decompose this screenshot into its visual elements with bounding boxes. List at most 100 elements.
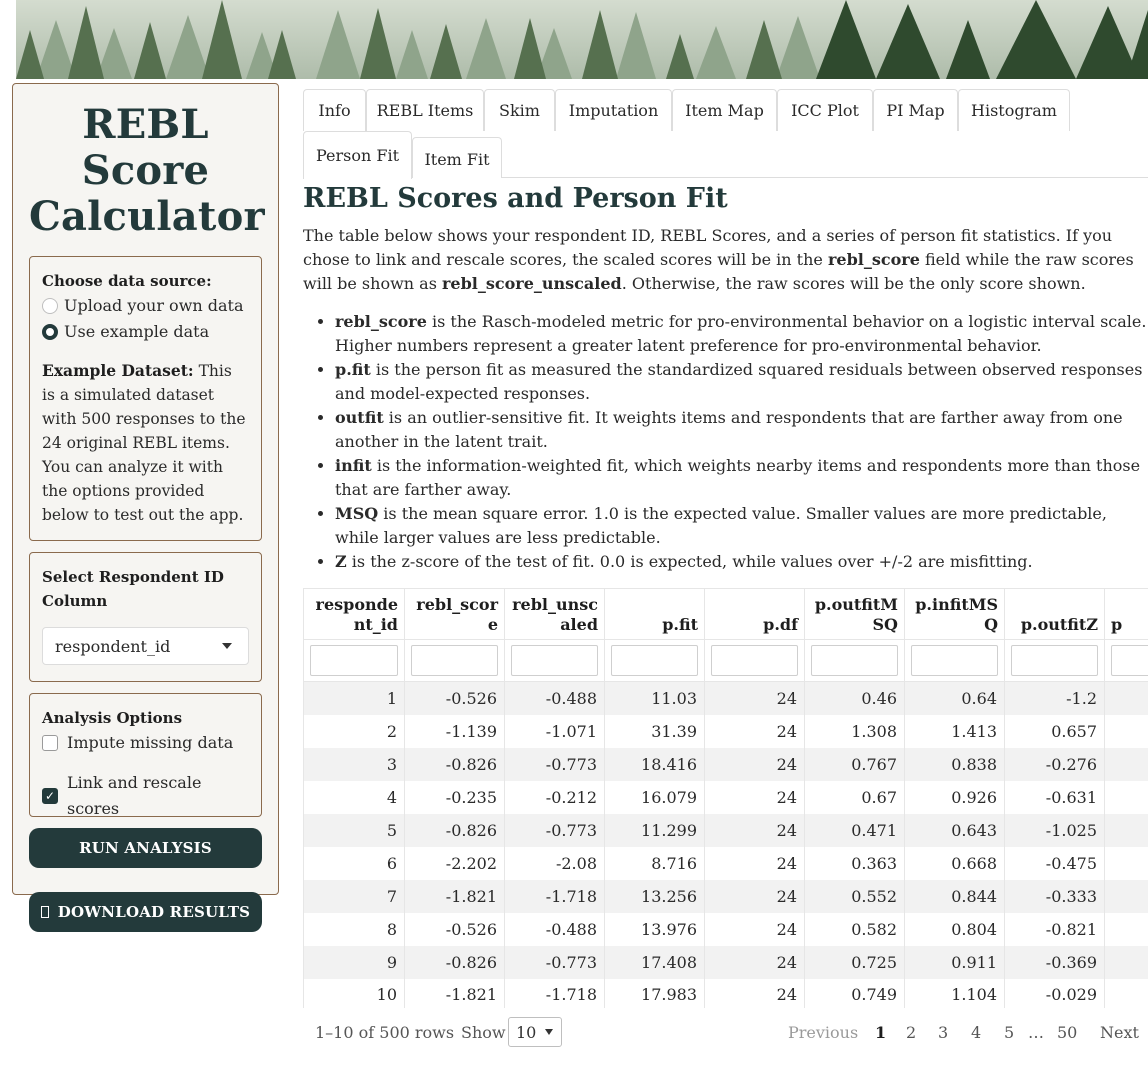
table-cell: 11.299 xyxy=(604,813,705,847)
page-button-2[interactable]: 2 xyxy=(906,1023,917,1042)
table-cell: 24 xyxy=(704,945,805,979)
page-button-50[interactable]: 50 xyxy=(1057,1023,1078,1042)
table-cell: 13.256 xyxy=(604,879,705,913)
column-filter-input[interactable] xyxy=(711,645,798,676)
radio-example-label: Use example data xyxy=(64,322,210,341)
table-cell xyxy=(1104,813,1148,847)
column-header-p-infitmsq[interactable]: p.infitMSQ xyxy=(904,588,1005,640)
table-cell xyxy=(1104,978,1148,1008)
page-button-3[interactable]: 3 xyxy=(938,1023,949,1042)
column-header-p-df[interactable]: p.df xyxy=(704,588,805,640)
table-cell xyxy=(1104,846,1148,880)
table-cell: 18.416 xyxy=(604,747,705,781)
table-cell: -1.071 xyxy=(504,714,605,748)
tab-person-fit[interactable]: Person Fit xyxy=(303,131,412,179)
table-row[interactable]: 5 -0.826 -0.773 11.299 24 0.471 0.643 -1.025 xyxy=(303,813,1148,847)
table-row[interactable]: 4 -0.235 -0.212 16.079 24 0.67 0.926 -0.631 xyxy=(303,780,1148,814)
column-filter-input[interactable] xyxy=(411,645,498,676)
respondent-id-select[interactable]: respondent_id xyxy=(42,627,249,665)
column-header-p-fit[interactable]: p.fit xyxy=(604,588,705,640)
table-cell: -0.631 xyxy=(1004,780,1105,814)
column-filter-input[interactable] xyxy=(310,645,398,676)
definition-item: MSQ is the mean square error. 1.0 is the… xyxy=(335,502,1148,550)
intro-text-3: . Otherwise, the raw scores will be the … xyxy=(621,274,1086,293)
respondent-label: Select Respondent ID Column xyxy=(42,568,224,610)
table-cell xyxy=(1104,714,1148,748)
table-cell: 5 xyxy=(303,813,405,847)
tab-histogram[interactable]: Histogram xyxy=(958,89,1070,131)
filter-cell xyxy=(904,639,1005,682)
page-button-5[interactable]: 5 xyxy=(1004,1023,1015,1042)
tab-info[interactable]: Info xyxy=(303,89,366,131)
intro-text-2: field while the raw scores will be shown… xyxy=(303,250,1134,293)
radio-upload-data[interactable]: Upload your own data xyxy=(42,293,249,319)
filter-cell xyxy=(404,639,505,682)
table-row[interactable]: 9 -0.826 -0.773 17.408 24 0.725 0.911 -0.369 xyxy=(303,945,1148,979)
app-title: REBL Score Calculator xyxy=(29,101,265,240)
radio-example-indicator[interactable] xyxy=(42,324,58,340)
tab-item-fit[interactable]: Item Fit xyxy=(412,137,502,178)
impute-checkbox[interactable] xyxy=(42,735,58,751)
previous-page-button[interactable]: Previous xyxy=(788,1023,859,1042)
radio-example-data[interactable]: Use example data xyxy=(42,319,249,345)
chevron-down-icon xyxy=(545,1029,553,1035)
example-description: Example Dataset: This is a simulated dat… xyxy=(42,359,249,527)
table-cell: 0.749 xyxy=(804,978,905,1008)
table-cell: -1.821 xyxy=(404,978,505,1008)
column-filter-input[interactable] xyxy=(511,645,598,676)
table-cell: 3 xyxy=(303,747,405,781)
link-checkbox-row[interactable]: ✓ Link and rescale scores xyxy=(42,770,249,822)
table-row[interactable]: 1 -0.526 -0.488 11.03 24 0.46 0.64 -1.2 xyxy=(303,681,1148,715)
page-button-4[interactable]: 4 xyxy=(971,1023,982,1042)
column-filter-input[interactable] xyxy=(911,645,998,676)
column-header-rebl-unscaled[interactable]: rebl_unscaled xyxy=(504,588,605,640)
tab-imputation[interactable]: Imputation xyxy=(555,89,672,131)
table-cell: 0.767 xyxy=(804,747,905,781)
tab-item-map[interactable]: Item Map xyxy=(672,89,777,131)
definition-text: is an outlier-sensitive fit. It weights … xyxy=(335,408,1123,451)
tab-pi-map[interactable]: PI Map xyxy=(873,89,958,131)
table-cell: -0.488 xyxy=(504,912,605,946)
table-cell: -1.718 xyxy=(504,879,605,913)
column-filter-input[interactable] xyxy=(611,645,698,676)
column-filter-input[interactable] xyxy=(811,645,898,676)
definition-text: is the Rasch-modeled metric for pro-envi… xyxy=(335,312,1147,355)
definition-text: is the z-score of the test of fit. 0.0 i… xyxy=(346,552,1033,571)
person-fit-table-wrapper[interactable]: respondent_id rebl_score rebl_unscaled p… xyxy=(303,588,1148,1008)
table-cell: 24 xyxy=(704,912,805,946)
column-header-p-truncated[interactable]: p xyxy=(1104,588,1148,640)
column-filter-input[interactable] xyxy=(1011,645,1098,676)
definition-item: outfit is an outlier-sensitive fit. It w… xyxy=(335,406,1148,454)
page-button-1[interactable]: 1 xyxy=(875,1023,887,1042)
table-cell: -0.826 xyxy=(404,813,505,847)
tab-rebl-items[interactable]: REBL Items xyxy=(366,89,484,131)
download-results-button[interactable]: DOWNLOAD RESULTS xyxy=(29,892,262,932)
table-row[interactable]: 8 -0.526 -0.488 13.976 24 0.582 0.804 -0.821 xyxy=(303,912,1148,946)
table-cell: 8.716 xyxy=(604,846,705,880)
table-cell: 1 xyxy=(303,681,405,715)
table-row[interactable]: 6 -2.202 -2.08 8.716 24 0.363 0.668 -0.475 xyxy=(303,846,1148,880)
column-header-p-outfitz[interactable]: p.outfitZ xyxy=(1004,588,1105,640)
radio-upload-indicator[interactable] xyxy=(42,298,58,314)
next-page-button[interactable]: Next xyxy=(1100,1023,1139,1042)
table-cell: 0.926 xyxy=(904,780,1005,814)
impute-checkbox-row[interactable]: Impute missing data xyxy=(42,730,249,756)
table-cell xyxy=(1104,912,1148,946)
table-cell xyxy=(1104,747,1148,781)
table-row[interactable]: 10 -1.821 -1.718 17.983 24 0.749 1.104 -0.029 xyxy=(303,978,1148,1008)
table-row[interactable]: 7 -1.821 -1.718 13.256 24 0.552 0.844 -0.333 xyxy=(303,879,1148,913)
table-row[interactable]: 3 -0.826 -0.773 18.416 24 0.767 0.838 -0.276 xyxy=(303,747,1148,781)
column-filter-input[interactable] xyxy=(1111,645,1148,676)
run-analysis-button[interactable]: RUN ANALYSIS xyxy=(29,828,262,868)
tab-skim[interactable]: Skim xyxy=(484,89,555,131)
page-size-select[interactable]: 10 xyxy=(508,1017,562,1047)
column-header-p-outfitmsq[interactable]: p.outfitMSQ xyxy=(804,588,905,640)
column-header-respondent-id[interactable]: respondent_id xyxy=(303,588,405,640)
link-checkbox[interactable]: ✓ xyxy=(42,788,58,804)
example-text: This is a simulated dataset with 500 res… xyxy=(42,362,246,524)
filter-cell xyxy=(804,639,905,682)
table-row[interactable]: 2 -1.139 -1.071 31.39 24 1.308 1.413 0.657 xyxy=(303,714,1148,748)
column-header-rebl-score[interactable]: rebl_score xyxy=(404,588,505,640)
table-cell: -0.369 xyxy=(1004,945,1105,979)
tab-icc-plot[interactable]: ICC Plot xyxy=(777,89,873,131)
